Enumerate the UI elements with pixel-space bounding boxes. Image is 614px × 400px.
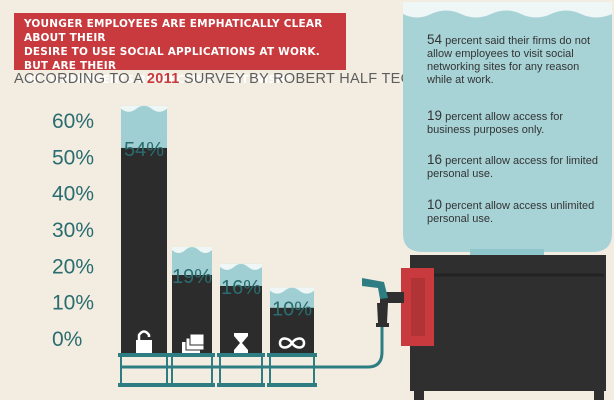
- bar-stand: [219, 354, 263, 386]
- bars-group: 54% 19% 16% 10%: [118, 105, 317, 387]
- info-4-lead: 10: [427, 197, 443, 212]
- water-cooler: [401, 2, 612, 400]
- folders-icon: [182, 333, 205, 354]
- bar-stand: [171, 354, 213, 386]
- y-tick-label: 20%: [52, 255, 94, 278]
- bar-stand-bottom: [118, 383, 170, 387]
- info-paragraph-4: 10 percent allow access unlimited person…: [427, 198, 599, 226]
- bar-stand-top: [118, 353, 170, 357]
- bar-group: 19%: [169, 246, 215, 387]
- hourglass-icon: [234, 333, 248, 353]
- info-1-lead: 54: [427, 32, 443, 47]
- tank-neck: [470, 249, 544, 257]
- water-tap: [362, 278, 404, 327]
- bar-stand-bottom: [217, 383, 265, 387]
- headline-banner: YOUNGER EMPLOYEES ARE EMPHATICALLY CLEAR…: [14, 13, 346, 86]
- bar-group: 16%: [217, 263, 265, 387]
- bar-stand: [120, 354, 168, 386]
- bar-stand: [269, 354, 315, 386]
- tank-cap: [403, 2, 612, 18]
- bar: [270, 307, 314, 355]
- water-pipe: [121, 327, 384, 369]
- survey-prefix: ACCORDING TO A: [14, 71, 143, 87]
- info-paragraph-2: 19 percent allow access for business pur…: [427, 109, 599, 137]
- y-axis: 60% 50% 40% 30% 20% 10% 0%: [52, 110, 94, 351]
- bar-data-label: 10%: [272, 299, 312, 321]
- bar-stand-top: [217, 353, 265, 357]
- bar-stand-bottom: [169, 383, 215, 387]
- infinity-icon: [278, 337, 306, 349]
- info-3-lead: 16: [427, 152, 443, 167]
- y-tick-label: 10%: [52, 292, 94, 315]
- info-1-text: percent said their firms do not allow em…: [427, 35, 590, 86]
- y-tick-label: 0%: [52, 328, 82, 351]
- tap-handle: [362, 278, 388, 299]
- water-surface: [220, 263, 262, 270]
- info-4-text: percent allow access unlimited personal …: [427, 200, 595, 225]
- y-tick-label: 60%: [52, 110, 94, 133]
- survey-year: 2011: [146, 71, 180, 87]
- bar-water: [220, 263, 262, 286]
- bar-data-label: 16%: [221, 277, 261, 299]
- info-paragraph-3: 16 percent allow access for limited pers…: [427, 153, 599, 181]
- cooler-leg-right: [594, 391, 604, 400]
- water-surface: [121, 105, 167, 112]
- cooler-cabinet: [410, 255, 606, 391]
- info-2-lead: 19: [427, 108, 443, 123]
- water-surface: [172, 246, 212, 253]
- tap-spout: [377, 303, 388, 323]
- y-tick-label: 40%: [52, 183, 94, 206]
- bar-stand-top: [169, 353, 215, 357]
- y-tick-label: 50%: [52, 146, 94, 169]
- y-tick-label: 30%: [52, 219, 94, 242]
- headline-line-2: DESIRE TO USE SOCIAL APPLICATIONS AT WOR…: [24, 46, 320, 72]
- lock-icon: [136, 330, 152, 353]
- bar-data-label: 54%: [124, 139, 164, 161]
- tap-body: [380, 292, 404, 303]
- bar-stand-top: [267, 353, 317, 357]
- bar-group: 54%: [118, 105, 170, 387]
- tap-nozzle: [376, 323, 389, 327]
- headline-line-1: YOUNGER EMPLOYEES ARE EMPHATICALLY CLEAR…: [24, 18, 323, 44]
- water-tank: [403, 4, 612, 252]
- headline-line-3: HR DEPARTMENTS RESPECTING THAT WISH?: [24, 74, 292, 86]
- info-3-text: percent allow access for limited persona…: [427, 155, 598, 180]
- bar-water: [121, 105, 167, 148]
- water-surface: [270, 287, 314, 294]
- info-paragraph-1: 54 percent said their firms do not allow…: [427, 33, 599, 87]
- bar-data-label: 19%: [172, 266, 212, 288]
- cooler-leg-left: [414, 391, 424, 400]
- bar: [121, 147, 167, 355]
- bar-stand-bottom: [267, 383, 317, 387]
- cooler-panel-inner: [411, 278, 425, 336]
- bar-group: 10%: [267, 287, 317, 387]
- info-2-text: percent allow access for business purpos…: [427, 111, 564, 136]
